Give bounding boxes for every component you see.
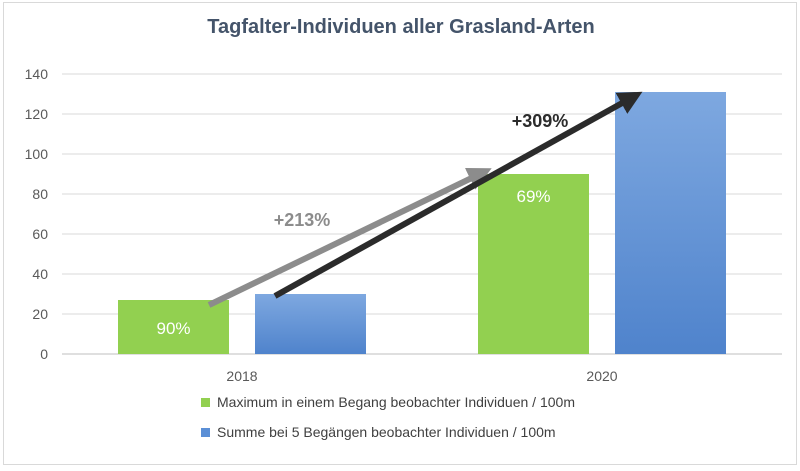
legend-label-1: Maximum in einem Begang beobachter Indiv…	[217, 394, 575, 410]
legend-label-2: Summe bei 5 Begängen beobachter Individu…	[217, 424, 556, 440]
x-tick-label: 2020	[586, 368, 617, 384]
growth-arrow-gray	[207, 167, 492, 308]
bar-data-label: 69%	[516, 187, 550, 206]
y-tick-label: 80	[32, 186, 48, 202]
bar-2020-series-2	[615, 92, 726, 354]
y-tick-label: 0	[40, 346, 48, 362]
y-tick-label: 120	[25, 106, 49, 122]
bar-2018-series-1	[118, 300, 229, 354]
y-tick-label: 140	[25, 66, 49, 82]
bar-2018-series-2	[255, 294, 366, 354]
growth-arrow-dark	[273, 91, 643, 299]
y-tick-label: 40	[32, 266, 48, 282]
chart-title: Tagfalter-Individuen aller Grasland-Arte…	[207, 16, 594, 38]
y-tick-label: 20	[32, 306, 48, 322]
growth-arrows	[207, 91, 643, 308]
legend-swatch-1	[201, 398, 210, 407]
bar-data-label: 90%	[156, 319, 190, 338]
y-axis-ticks: 0 20 40 60 80 100 120 140 2018 2020	[25, 66, 618, 384]
x-tick-label: 2018	[226, 368, 257, 384]
annotation-213: +213%	[274, 210, 331, 230]
bar-2020-series-1	[478, 174, 589, 354]
bars	[118, 92, 726, 354]
chart-frame: Tagfalter-Individuen aller Grasland-Arte…	[3, 2, 797, 465]
legend: Maximum in einem Begang beobachter Indiv…	[201, 394, 575, 440]
labels: 90% 69% +213% +309%	[156, 111, 568, 338]
y-tick-label: 100	[25, 146, 49, 162]
chart-svg: Tagfalter-Individuen aller Grasland-Arte…	[25, 16, 782, 440]
legend-swatch-2	[201, 428, 210, 437]
annotation-309: +309%	[512, 111, 569, 131]
y-tick-label: 60	[32, 226, 48, 242]
